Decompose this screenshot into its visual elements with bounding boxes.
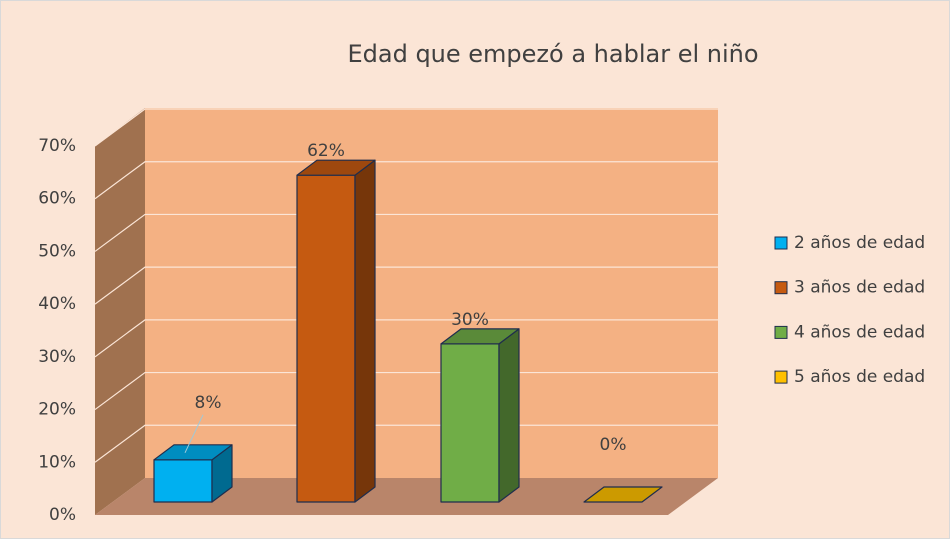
bar-top: [583, 486, 663, 503]
legend-swatch: [774, 370, 788, 384]
data-label: 30%: [451, 310, 489, 330]
data-label: 0%: [600, 435, 627, 455]
bar-side: [354, 159, 376, 503]
side-wall: [95, 108, 145, 515]
y-tick-label: 0%: [49, 505, 76, 525]
grid-line: [94, 161, 718, 200]
data-label: 8%: [195, 393, 222, 413]
y-tick-label: 40%: [38, 294, 76, 314]
data-label: 62%: [307, 141, 345, 161]
grid-line: [94, 319, 718, 358]
y-tick-label: 30%: [38, 347, 76, 367]
grid-line: [94, 424, 718, 463]
legend-label: 2 años de edad: [794, 233, 925, 253]
y-tick-label: 60%: [38, 189, 76, 209]
bar-front: [153, 459, 213, 503]
legend-swatch: [774, 325, 788, 339]
y-tick-label: 70%: [38, 136, 76, 156]
grid-line: [94, 371, 718, 411]
bar-side: [498, 328, 520, 503]
legend-swatch: [774, 281, 788, 295]
legend-label: 5 años de edad: [794, 367, 925, 387]
bar-front: [440, 343, 500, 503]
y-tick-label: 50%: [38, 241, 76, 261]
chart-title: Edad que empezó a hablar el niño: [347, 40, 758, 68]
leader-line: [184, 414, 204, 454]
y-tick-label: 20%: [38, 400, 76, 420]
bar-top: [296, 159, 376, 176]
bar-front: [296, 174, 356, 503]
legend-label: 4 años de edad: [794, 322, 925, 342]
grid-line: [94, 213, 718, 252]
back-wall: [145, 108, 718, 478]
floor: [95, 478, 718, 515]
grid-line: [94, 266, 718, 305]
bar-top: [153, 444, 233, 461]
legend-swatch: [774, 236, 788, 250]
bar-top: [440, 328, 520, 345]
grid-line: [94, 108, 718, 147]
y-tick-label: 10%: [38, 452, 76, 472]
legend-label: 3 años de edad: [794, 278, 925, 298]
